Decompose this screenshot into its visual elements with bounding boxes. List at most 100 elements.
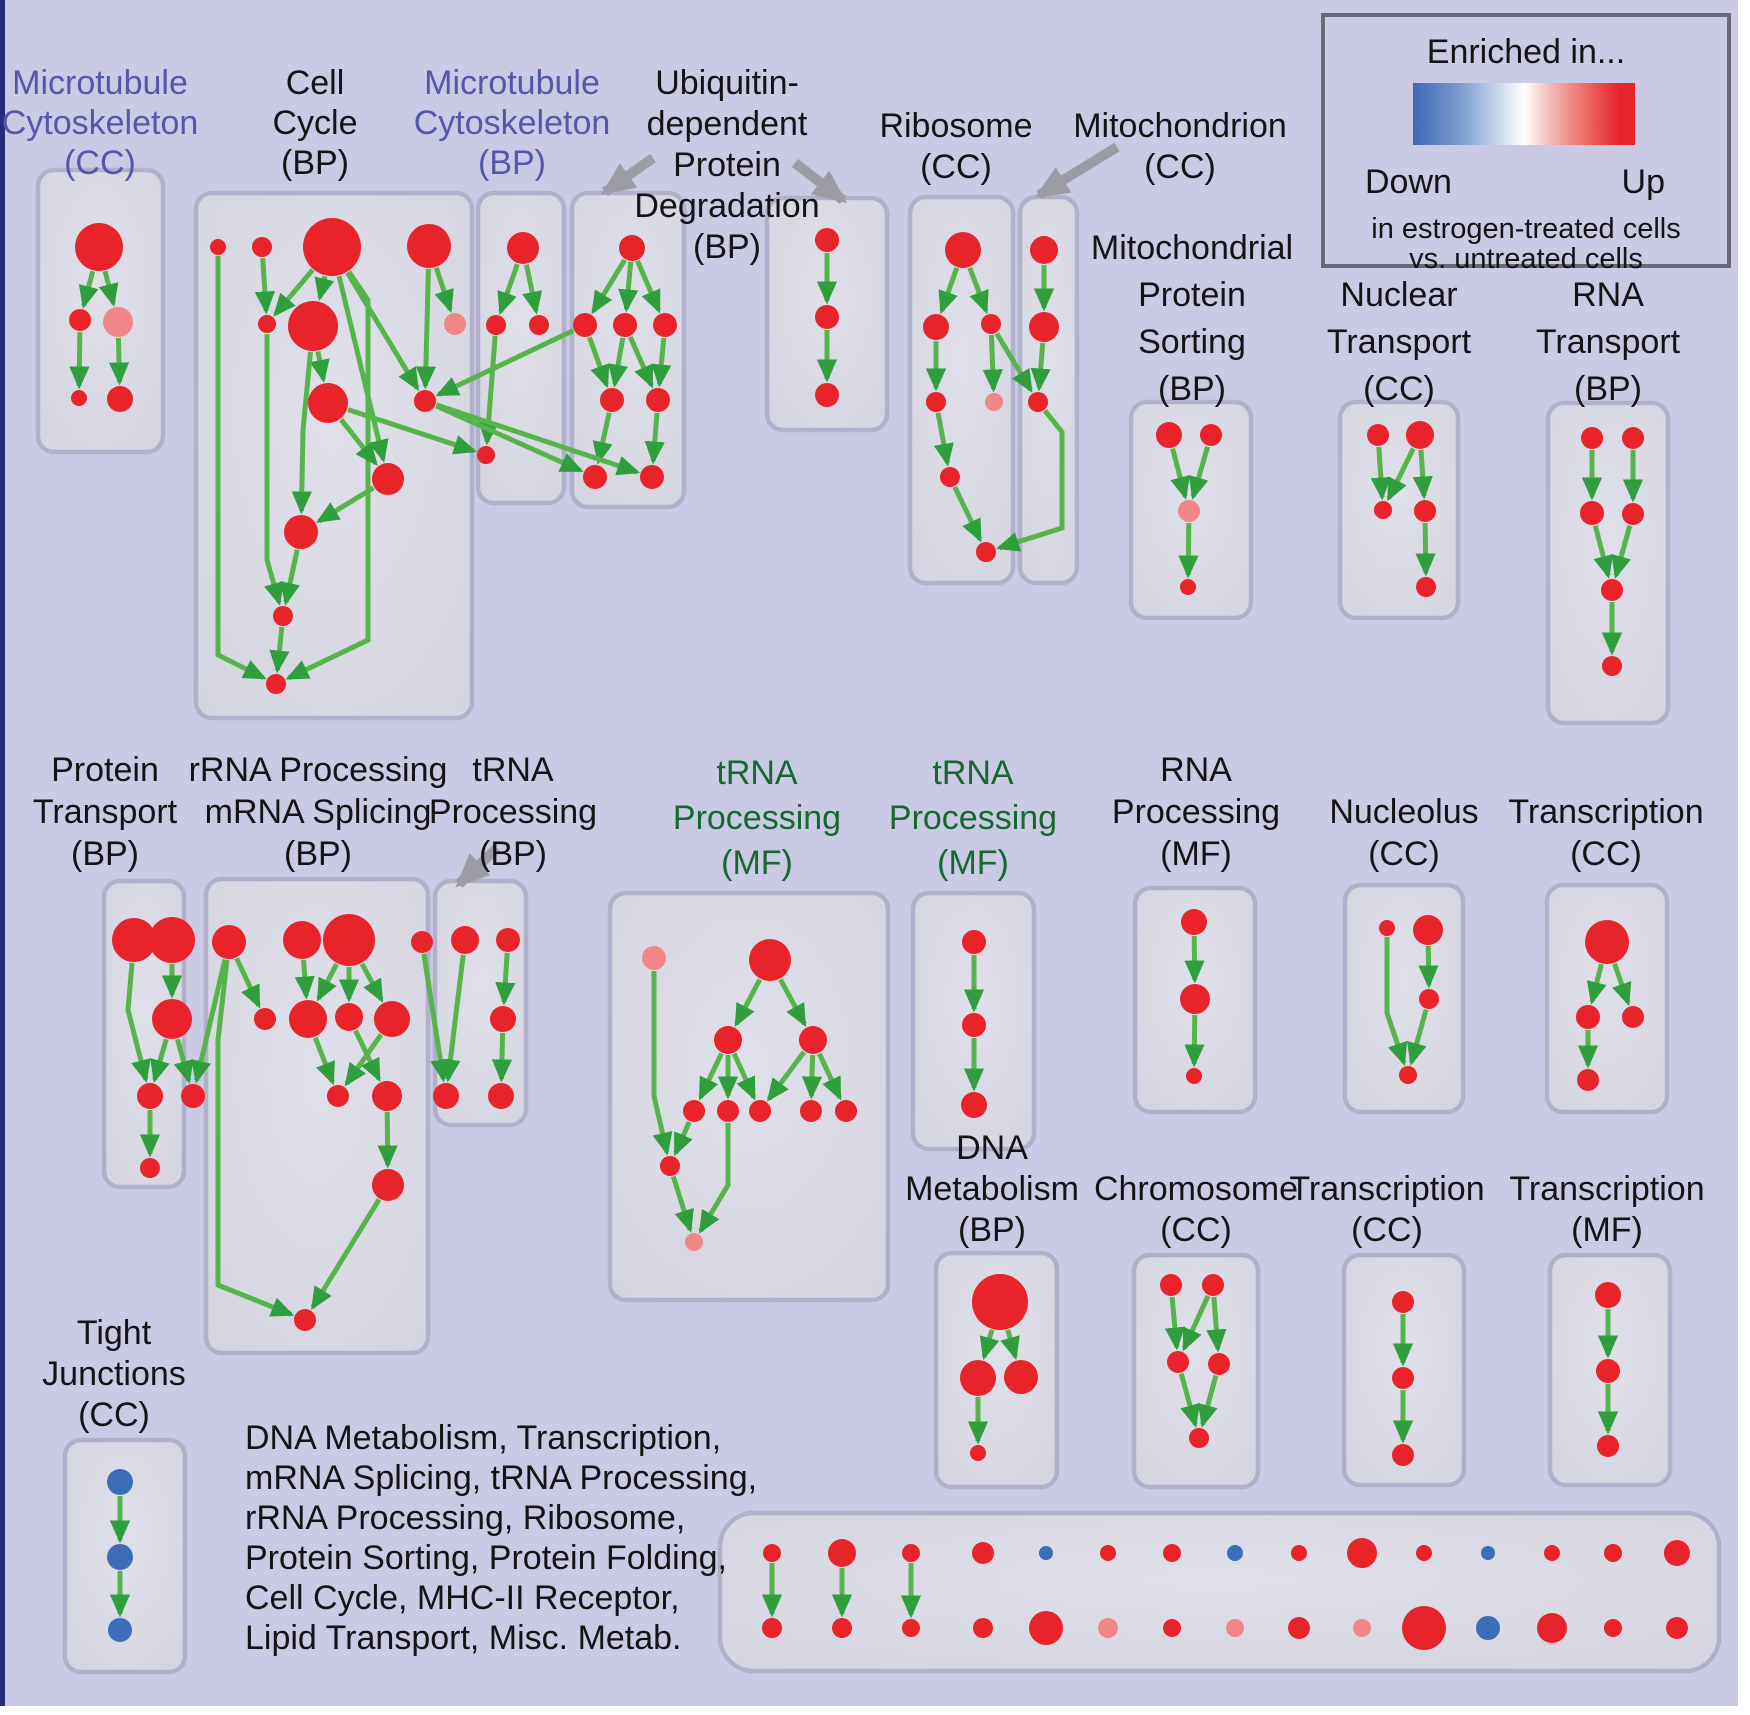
cluster-label-trna_mf_2: Processing — [889, 799, 1057, 837]
go-term-node — [1029, 1611, 1063, 1645]
cluster-label-rna_processing_mf: (MF) — [1160, 835, 1232, 873]
go-term-node — [583, 465, 607, 489]
cluster-labels: MicrotubuleCytoskeleton(CC)CellCycle(BP)… — [2, 64, 1705, 1434]
edge-arrow — [651, 337, 672, 388]
cluster-label-cell_cycle: Cycle — [272, 104, 357, 142]
edge-arrow — [618, 261, 639, 313]
cluster-label-microtubule_cc: Microtubule — [12, 64, 188, 102]
cluster-label-chromosome: (CC) — [1160, 1211, 1232, 1249]
go-term-node — [372, 463, 404, 495]
cluster-label-rna_transport: RNA — [1572, 276, 1644, 314]
go-term-node — [1208, 1353, 1230, 1375]
go-term-node — [1392, 1291, 1414, 1313]
go-term-node — [714, 1026, 742, 1054]
edge-arrow — [766, 1050, 807, 1102]
cluster-label-trna_mf_1: Processing — [673, 799, 841, 837]
go-term-node — [149, 917, 195, 963]
cluster-label-rrna: mRNA Splicing — [205, 793, 432, 831]
edge-arrow — [608, 337, 629, 388]
go-term-node — [1406, 421, 1434, 449]
cluster-label-nuclear_transport: (CC) — [1363, 370, 1435, 408]
cluster-label-dna_metabolism: DNA — [956, 1129, 1028, 1167]
go-term-node — [970, 1445, 986, 1461]
edge-arrow — [191, 958, 228, 1084]
edge-arrow — [1164, 1296, 1185, 1351]
go-term-node — [252, 237, 272, 257]
edge-arrow — [215, 256, 267, 680]
go-term-node — [749, 939, 791, 981]
go-term-node — [717, 1100, 739, 1122]
go-term-node — [496, 928, 520, 952]
cluster-label-cell_cycle: (BP) — [281, 144, 349, 182]
go-term-node — [71, 390, 87, 406]
go-term-node — [1604, 1544, 1622, 1562]
cluster-label-microtubule_cc: Cytoskeleton — [2, 104, 199, 142]
go-term-node — [1004, 1360, 1038, 1394]
cluster-label-mito_sorting: (BP) — [1158, 370, 1226, 408]
go-term-node — [69, 309, 91, 331]
go-term-node — [981, 314, 1001, 334]
go-term-node — [600, 388, 624, 412]
go-term-node — [1029, 312, 1059, 342]
go-term-node — [1414, 500, 1436, 522]
go-term-node — [490, 1006, 516, 1032]
cluster-label-tight_junctions: Junctions — [42, 1355, 186, 1393]
label-pointer-arrow — [1034, 142, 1120, 200]
cluster-label-microtubule_bp: (BP) — [478, 144, 546, 182]
go-term-node — [1544, 1545, 1560, 1561]
edge-arrow — [353, 1029, 382, 1082]
go-term-node — [962, 1013, 986, 1037]
text-line: Protein Sorting, Protein Folding, — [245, 1539, 727, 1577]
legend-up-label: Up — [1621, 163, 1665, 201]
go-term-node — [75, 223, 123, 271]
edge-arrow — [254, 257, 275, 315]
go-term-node — [902, 1544, 920, 1562]
go-term-node — [1181, 909, 1207, 935]
edge-arrow — [269, 626, 290, 674]
edge-arrow — [778, 978, 807, 1028]
go-term-node — [372, 1169, 404, 1201]
go-term-node — [763, 1544, 781, 1562]
go-term-node — [815, 383, 839, 407]
edge-arrow — [1612, 962, 1632, 1007]
edge-arrow — [522, 264, 543, 315]
text-line: rRNA Processing, Ribosome, — [245, 1499, 686, 1537]
edge-arrow — [1386, 447, 1416, 502]
edge-arrow — [673, 1120, 693, 1157]
go-term-node — [972, 1542, 994, 1564]
edge-arrow — [435, 402, 641, 476]
edge-arrow — [1592, 524, 1614, 579]
go-term-node — [1581, 427, 1603, 449]
go-term-node — [1622, 427, 1644, 449]
go-term-node — [1476, 1616, 1500, 1640]
edge-arrow — [1206, 1296, 1227, 1353]
cluster-label-trna_bp: (BP) — [479, 835, 547, 873]
cluster-label-rna_processing_mf: Processing — [1112, 793, 1280, 831]
go-term-node — [103, 307, 133, 337]
text-line: mRNA Splicing, tRNA Processing, — [245, 1459, 758, 1497]
go-term-node — [288, 301, 338, 351]
cluster-box-merged-bottom — [717, 1510, 1722, 1674]
cluster-label-protein_transport: Protein — [51, 751, 159, 789]
cluster-box-chromosome — [1131, 1252, 1261, 1490]
network-edges — [69, 253, 1644, 1619]
edge-arrow — [670, 1175, 694, 1233]
edge-arrow — [294, 959, 315, 1000]
cluster-label-transcription_mf: Transcription — [1509, 1170, 1704, 1208]
edge-arrow — [1184, 935, 1205, 984]
go-term-node — [210, 239, 226, 255]
label-pointer-arrows — [455, 142, 1120, 888]
go-term-node — [1416, 1545, 1432, 1561]
go-term-node — [926, 392, 946, 412]
go-term-node — [1030, 236, 1058, 264]
go-term-node — [1098, 1618, 1118, 1638]
go-term-node — [1347, 1538, 1377, 1568]
edge-arrow — [1030, 342, 1051, 392]
edge-arrow — [359, 962, 384, 1003]
go-term-node — [181, 1084, 205, 1108]
cluster-label-ubiquitin: dependent — [647, 105, 808, 143]
go-term-node — [374, 1001, 410, 1037]
go-term-node — [451, 926, 479, 954]
go-term-node — [140, 1158, 160, 1178]
cluster-label-transcription_cc_row2: Transcription — [1508, 793, 1703, 831]
